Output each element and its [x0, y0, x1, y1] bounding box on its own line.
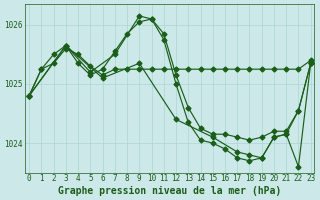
- X-axis label: Graphe pression niveau de la mer (hPa): Graphe pression niveau de la mer (hPa): [58, 186, 282, 196]
